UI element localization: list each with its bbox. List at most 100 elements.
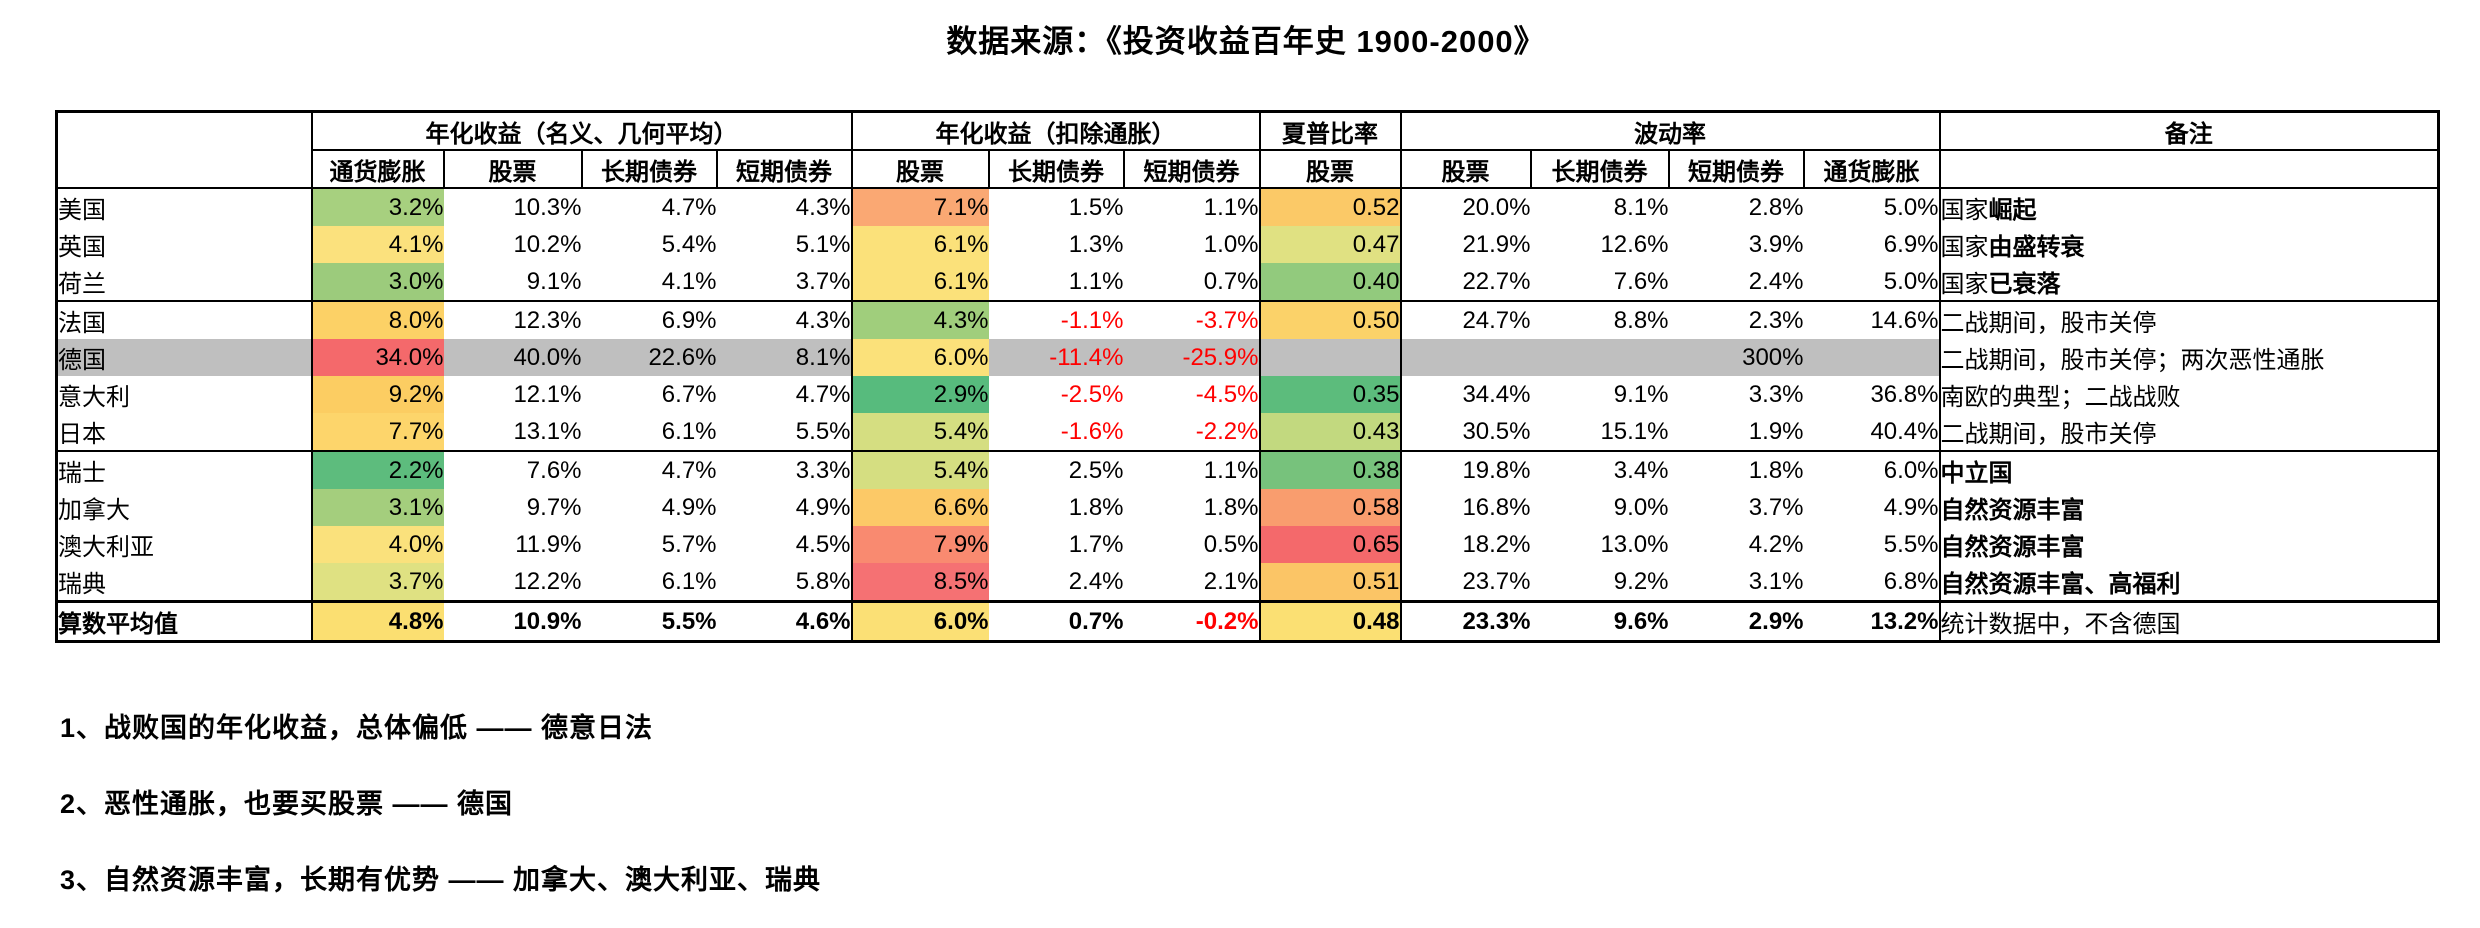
group-header-cell: 备注	[1938, 110, 2440, 151]
value-cell: 24.7%	[1400, 300, 1531, 339]
sub-header-cell: 股票	[850, 149, 990, 189]
country-cell: 荷兰	[56, 263, 313, 301]
table-row: 日本 7.7% 13.1% 6.1% 5.5% 5.4% -1.6% -2.2% 0.43 30.…	[56, 413, 2439, 451]
value-cell: 5.5%	[581, 600, 717, 642]
value-cell: 12.3%	[443, 300, 582, 339]
value-cell: 4.3%	[716, 300, 853, 339]
value-cell	[1803, 339, 1941, 376]
value-cell: 20.0%	[1462, 193, 1531, 221]
value-cell: 10.2%	[513, 230, 582, 258]
group-header-cell: 年化收益（名义、几何平均）	[310, 110, 853, 151]
value-cell: 2.9%	[851, 376, 989, 413]
value-cell: 5.5%	[716, 413, 853, 451]
value-cell: 19.8%	[1400, 450, 1531, 489]
value-cell: 4.9%	[661, 493, 717, 521]
sub-header-cell: 通货膨胀	[310, 149, 445, 189]
sub-header-cell: 通货膨胀	[1802, 149, 1941, 189]
value-cell: 1.8%	[1123, 489, 1261, 526]
value-cell: 22.6%	[581, 339, 717, 376]
remark-bold-text: 已衰落	[1988, 271, 2061, 298]
value-cell: 8.0%	[311, 300, 444, 339]
value-cell: 0.5%	[1123, 526, 1261, 563]
sub-header-cell: 短期债券	[1667, 149, 1805, 189]
value-cell: 1.5%	[1068, 193, 1124, 221]
sub-header-cell: 股票	[1258, 149, 1402, 189]
sub-header-cell: 短期债券	[1122, 149, 1261, 189]
value-cell: 9.0%	[1613, 493, 1669, 521]
value-cell: 1.3%	[1068, 230, 1124, 258]
remark-bold-text: 崛起	[1988, 197, 2037, 224]
value-cell: 9.1%	[1613, 380, 1669, 408]
remark-cell: 统计数据中，不含德国	[1939, 600, 2439, 642]
value-cell: 9.1%	[526, 267, 582, 295]
value-cell: 1.1%	[1123, 188, 1261, 226]
value-cell: 0.43	[1259, 413, 1402, 451]
remark-bold-text: 自然资源丰富	[1940, 497, 2085, 524]
remark-text: 国家	[1940, 271, 1989, 298]
country-cell: 意大利	[56, 376, 313, 413]
sub-header-cell: 股票	[1399, 149, 1532, 189]
note-1: 1、战败国的年化收益，总体偏低 —— 德意日法	[60, 713, 654, 743]
value-cell: 4.7%	[581, 450, 717, 489]
remark-bold-text: 自然资源丰富、高福利	[1940, 571, 2181, 598]
value-cell: 5.4%	[851, 450, 989, 489]
value-cell: 0.52	[1259, 188, 1402, 226]
value-cell: 3.3%	[1748, 380, 1804, 408]
value-cell: 0.47	[1259, 226, 1402, 263]
value-cell: 8.1%	[716, 339, 853, 376]
value-cell: -1.6%	[1060, 417, 1124, 445]
value-cell: 0.38	[1259, 450, 1402, 489]
remark-bold-text: 中立国	[1940, 460, 2013, 487]
value-cell: 40.0%	[443, 339, 582, 376]
country-cell: 日本	[56, 413, 313, 451]
note-3: 3、自然资源丰富，长期有优势 —— 加拿大、澳大利亚、瑞典	[60, 865, 822, 895]
country-cell: 算数平均值	[56, 600, 313, 642]
country-cell: 澳大利亚	[56, 526, 313, 563]
value-cell	[1259, 339, 1402, 376]
value-cell: 6.1%	[661, 567, 717, 595]
group-header-cell: 夏普比率	[1258, 110, 1402, 151]
table-row: 意大利 9.2% 12.1% 6.7% 4.7% 2.9% -2.5% -4.5% 0.35 34…	[56, 376, 2439, 413]
value-cell: 2.2%	[311, 450, 444, 489]
value-cell: -1.1%	[988, 300, 1124, 339]
value-cell: 4.2%	[1748, 530, 1804, 558]
value-cell: 0.50	[1259, 300, 1402, 339]
value-cell: 13.2%	[1803, 600, 1941, 642]
value-cell: 4.7%	[716, 376, 853, 413]
value-cell: 3.7%	[716, 263, 853, 301]
value-cell: 4.9%	[716, 489, 853, 526]
table-row: 瑞士 2.2% 7.6% 4.7% 3.3% 5.4% 2.5% 1.1% 0.38 19.8% 3…	[56, 450, 2439, 489]
value-cell: 16.8%	[1462, 493, 1531, 521]
value-cell: 3.2%	[311, 188, 444, 226]
table-body: 美国 3.2% 10.3% 4.7% 4.3% 7.1% 1.5% 1.1% 0.52 20.0%…	[56, 188, 2439, 642]
value-cell: 3.3%	[716, 450, 853, 489]
value-cell: 5.4%	[661, 230, 717, 258]
value-cell: 5.0%	[1803, 188, 1941, 226]
value-cell: 7.7%	[311, 413, 444, 451]
value-cell: 5.7%	[661, 530, 717, 558]
value-cell: 2.4%	[1748, 267, 1804, 295]
country-cell: 美国	[56, 188, 313, 226]
remark-cell: 二战期间，股市关停	[1939, 300, 2439, 339]
table-row: 荷兰 3.0% 9.1% 4.1% 3.7% 6.1% 1.1% 0.7% 0.40 22.7% 7…	[56, 263, 2439, 301]
country-cell: 法国	[56, 300, 313, 339]
value-cell: 12.6%	[1600, 230, 1669, 258]
value-cell: 2.8%	[1748, 193, 1804, 221]
value-cell: 36.8%	[1803, 376, 1941, 413]
remark-bold-text: 自然资源丰富	[1940, 534, 2085, 561]
value-cell: 5.0%	[1803, 263, 1941, 301]
table-header: 年化收益（名义、几何平均） 年化收益（扣除通胀） 夏普比率 波动率 备注 通货膨胀 股票 长期…	[55, 110, 2440, 189]
value-cell: 4.8%	[311, 600, 444, 642]
remark-cell: 中立国	[1939, 450, 2439, 489]
country-cell: 瑞士	[56, 450, 313, 489]
table-row: 澳大利亚 4.0% 11.9% 5.7% 4.5% 7.9% 1.7% 0.5% 0.65 18.…	[56, 526, 2439, 563]
remark-cell: 自然资源丰富、高福利	[1940, 563, 2439, 602]
value-cell: 11.9%	[515, 530, 582, 558]
value-cell: 7.6%	[443, 450, 582, 489]
value-cell: 7.9%	[851, 526, 989, 563]
value-cell: 3.0%	[311, 263, 444, 301]
value-cell: 3.7%	[311, 563, 444, 602]
remark-cell: 南欧的典型；二战战败	[1940, 376, 2439, 413]
value-cell: -3.7%	[1123, 300, 1261, 339]
value-cell: 1.1%	[1068, 267, 1124, 295]
